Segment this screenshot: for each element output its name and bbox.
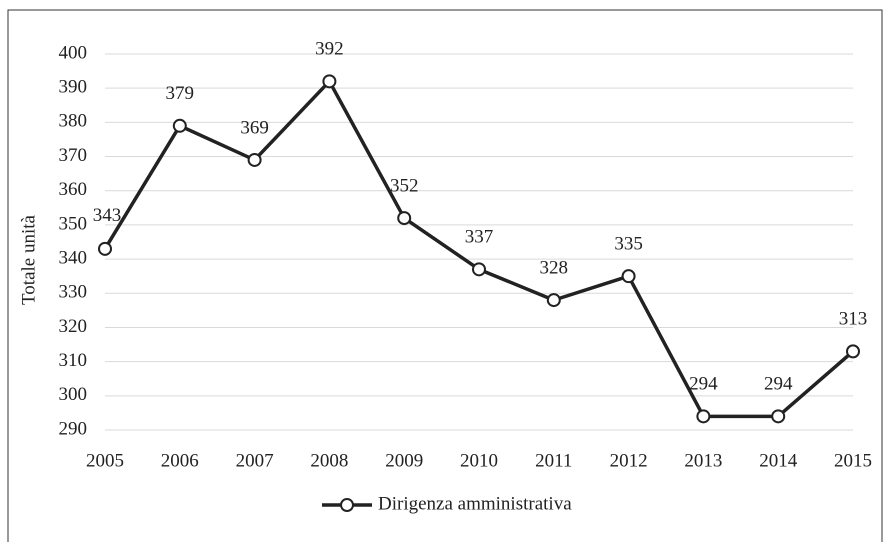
data-point xyxy=(621,269,636,284)
data-label: 379 xyxy=(166,83,195,104)
data-point xyxy=(322,74,337,89)
y-tick-label: 380 xyxy=(59,111,88,132)
data-label: 294 xyxy=(764,374,793,395)
data-point xyxy=(247,152,262,167)
data-point xyxy=(846,344,860,359)
y-tick-label: 360 xyxy=(59,179,88,200)
data-label: 328 xyxy=(540,257,569,278)
x-tick-label: 2011 xyxy=(535,450,572,471)
series-line xyxy=(103,79,855,419)
x-tick-label: 2010 xyxy=(460,450,498,471)
y-tick-label: 320 xyxy=(59,316,88,337)
x-tick-label: 2005 xyxy=(86,450,124,471)
x-tick-label: 2014 xyxy=(759,450,798,471)
data-label: 294 xyxy=(689,374,718,395)
data-label: 337 xyxy=(465,227,494,248)
data-point xyxy=(771,409,786,424)
y-tick-label: 310 xyxy=(59,350,88,371)
data-point xyxy=(397,211,412,226)
data-point xyxy=(696,409,711,424)
y-tick-label: 350 xyxy=(59,213,88,234)
data-label: 392 xyxy=(315,39,344,60)
data-label: 313 xyxy=(839,309,868,330)
legend-label: Dirigenza amministrativa xyxy=(378,493,572,514)
y-tick-label: 400 xyxy=(59,42,88,63)
y-tick-label: 300 xyxy=(59,384,88,405)
x-tick-label: 2006 xyxy=(161,450,199,471)
data-point xyxy=(546,293,561,308)
x-tick-label: 2015 xyxy=(834,450,872,471)
data-label: 369 xyxy=(240,117,269,138)
data-point xyxy=(472,262,486,277)
legend-marker xyxy=(340,498,354,512)
y-tick-label: 340 xyxy=(59,247,88,268)
x-tick-label: 2013 xyxy=(684,450,722,471)
x-tick-label: 2009 xyxy=(385,450,423,471)
x-tick-label: 2008 xyxy=(310,450,348,471)
data-label: 343 xyxy=(93,205,122,226)
y-tick-label: 370 xyxy=(59,145,88,166)
x-tick-label: 2012 xyxy=(610,450,648,471)
chart-frame xyxy=(7,9,883,542)
data-point xyxy=(172,118,187,133)
data-label: 352 xyxy=(390,175,419,196)
y-axis-label: Totale unità xyxy=(18,214,39,305)
data-label: 335 xyxy=(614,234,643,255)
y-tick-label: 290 xyxy=(59,418,88,439)
data-point xyxy=(98,241,112,256)
x-tick-label: 2007 xyxy=(236,450,274,471)
y-tick-label: 330 xyxy=(59,282,88,303)
y-tick-label: 390 xyxy=(59,77,88,98)
